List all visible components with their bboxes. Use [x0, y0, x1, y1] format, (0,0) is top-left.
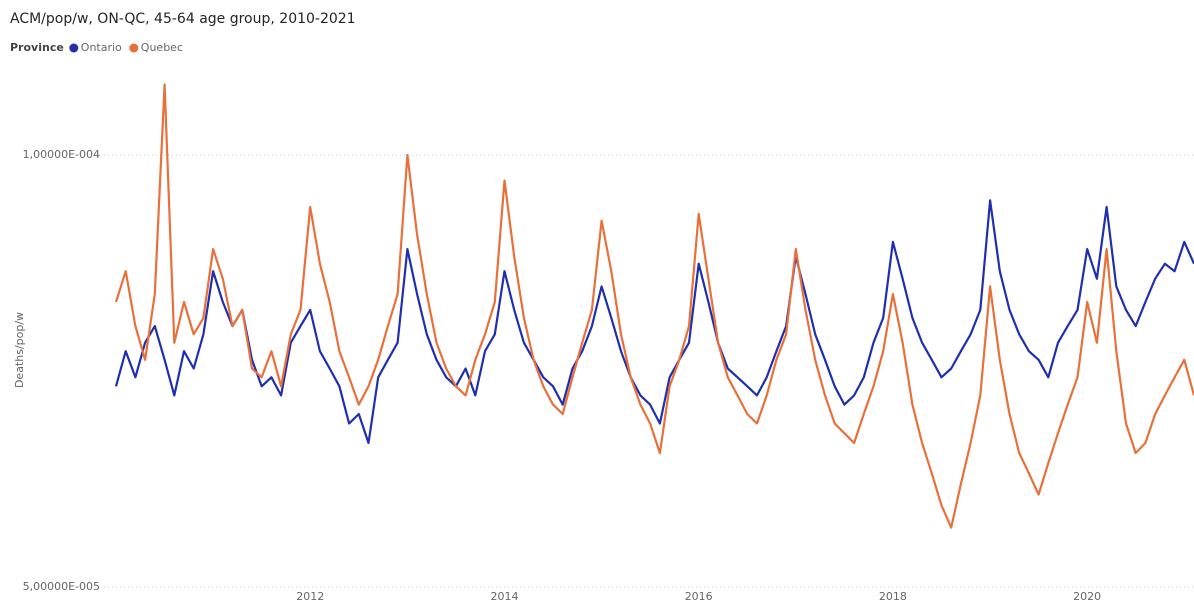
- x-tick-label: 2020: [1073, 590, 1101, 602]
- y-tick-label: 5,00000E-005: [23, 580, 100, 593]
- chart-title: ACM/pop/w, ON-QC, 45-64 age group, 2010-…: [10, 11, 356, 27]
- x-tick-label: 2014: [490, 590, 518, 602]
- x-tick-label: 2012: [296, 590, 324, 602]
- legend-marker: [129, 43, 139, 53]
- legend-title: Province: [10, 41, 64, 54]
- legend-label: Ontario: [81, 41, 122, 54]
- x-tick-label: 2018: [879, 590, 907, 602]
- legend-label: Quebec: [141, 41, 183, 54]
- y-tick-label: 1,00000E-004: [23, 148, 100, 161]
- x-tick-label: 2016: [685, 590, 713, 602]
- legend-marker: [69, 43, 79, 53]
- y-axis-label: Deaths/pop/w: [13, 312, 26, 388]
- series-line: [114, 83, 1194, 529]
- series-line: [114, 199, 1194, 445]
